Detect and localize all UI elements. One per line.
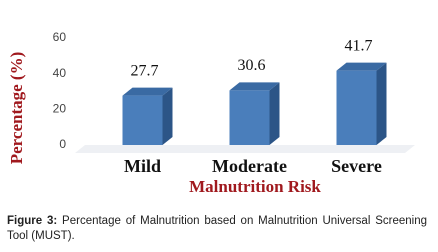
figure-caption: Figure 3: Percentage of Malnutrition bas… (7, 214, 427, 244)
bar (122, 95, 163, 145)
caption-text: Percentage of Malnutrition based on Maln… (7, 215, 427, 242)
x-tick-label: Mild (124, 156, 161, 176)
bar-top (229, 82, 280, 91)
value-label: 27.7 (131, 62, 159, 79)
x-tick-label: Severe (331, 156, 382, 176)
y-tick-label: 60 (53, 30, 67, 44)
y-axis-title: Percentage (%) (7, 52, 26, 165)
y-tick-label: 0 (59, 137, 66, 151)
floor (75, 145, 415, 153)
y-tick-label: 40 (53, 66, 67, 80)
value-label: 41.7 (345, 37, 373, 54)
y-tick-label: 20 (53, 102, 67, 116)
bar (336, 70, 377, 145)
chart: Malnutrition Risk Percentage (%) 0 20 40 60… (7, 30, 415, 196)
bar (229, 90, 270, 145)
bar-top (122, 87, 173, 96)
bar-side (269, 82, 280, 145)
bar-top (336, 62, 387, 71)
bar-side (162, 87, 173, 145)
x-tick-label: Moderate (212, 156, 287, 176)
bar-side (376, 62, 387, 146)
x-axis-title: Malnutrition Risk (189, 177, 321, 196)
value-label: 30.6 (238, 57, 266, 74)
caption-label: Figure 3: (7, 215, 58, 227)
